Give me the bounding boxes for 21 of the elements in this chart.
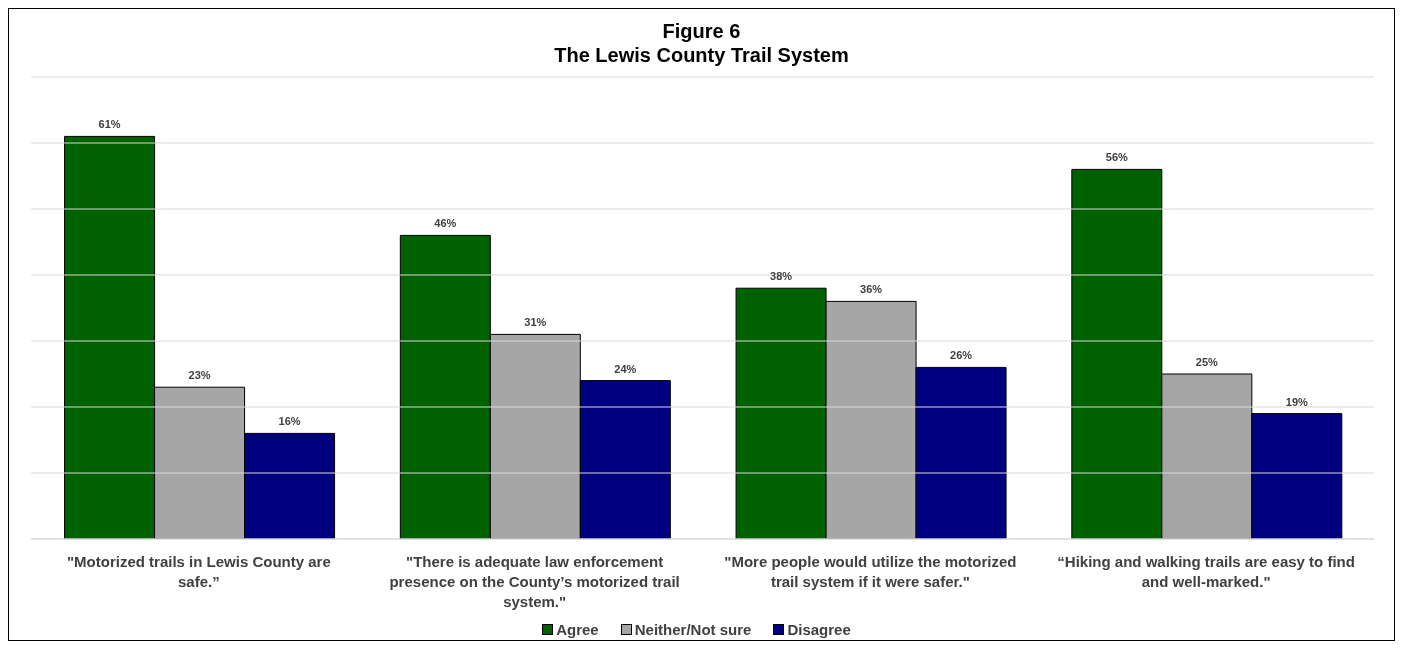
- chart-title: Figure 6: [661, 19, 742, 43]
- data-label: 23%: [188, 369, 211, 382]
- legend-label: Neither/Not sure: [634, 621, 752, 638]
- data-label: 46%: [434, 217, 457, 230]
- data-label: 25%: [1195, 356, 1219, 368]
- legend-label: Agree: [556, 621, 599, 638]
- data-label: 38%: [770, 270, 793, 283]
- x-tick-label: "There is adequate law enforcement presence on the County’s motorized trail system.": [389, 553, 680, 610]
- data-label: 31%: [524, 316, 547, 329]
- x-tick-label: "More people would utilize the motorized trail system if it were safer.": [724, 553, 1017, 590]
- data-label: 36%: [860, 283, 883, 296]
- chart-subtitle: The Lewis County Trail System: [553, 43, 850, 67]
- data-label: 26%: [950, 349, 973, 362]
- x-tick-label: “Hiking and walking trails are easy to find and well-marked.": [1057, 553, 1355, 590]
- data-label: 56%: [1105, 151, 1129, 164]
- data-label: 61%: [98, 118, 121, 131]
- x-tick-label: "Motorized trails in Lewis County are safe.”: [66, 553, 331, 590]
- data-label: 24%: [614, 362, 637, 375]
- legend-label: Disagree: [787, 621, 851, 638]
- data-label: 16%: [278, 415, 301, 428]
- data-label: 19%: [1285, 395, 1309, 408]
